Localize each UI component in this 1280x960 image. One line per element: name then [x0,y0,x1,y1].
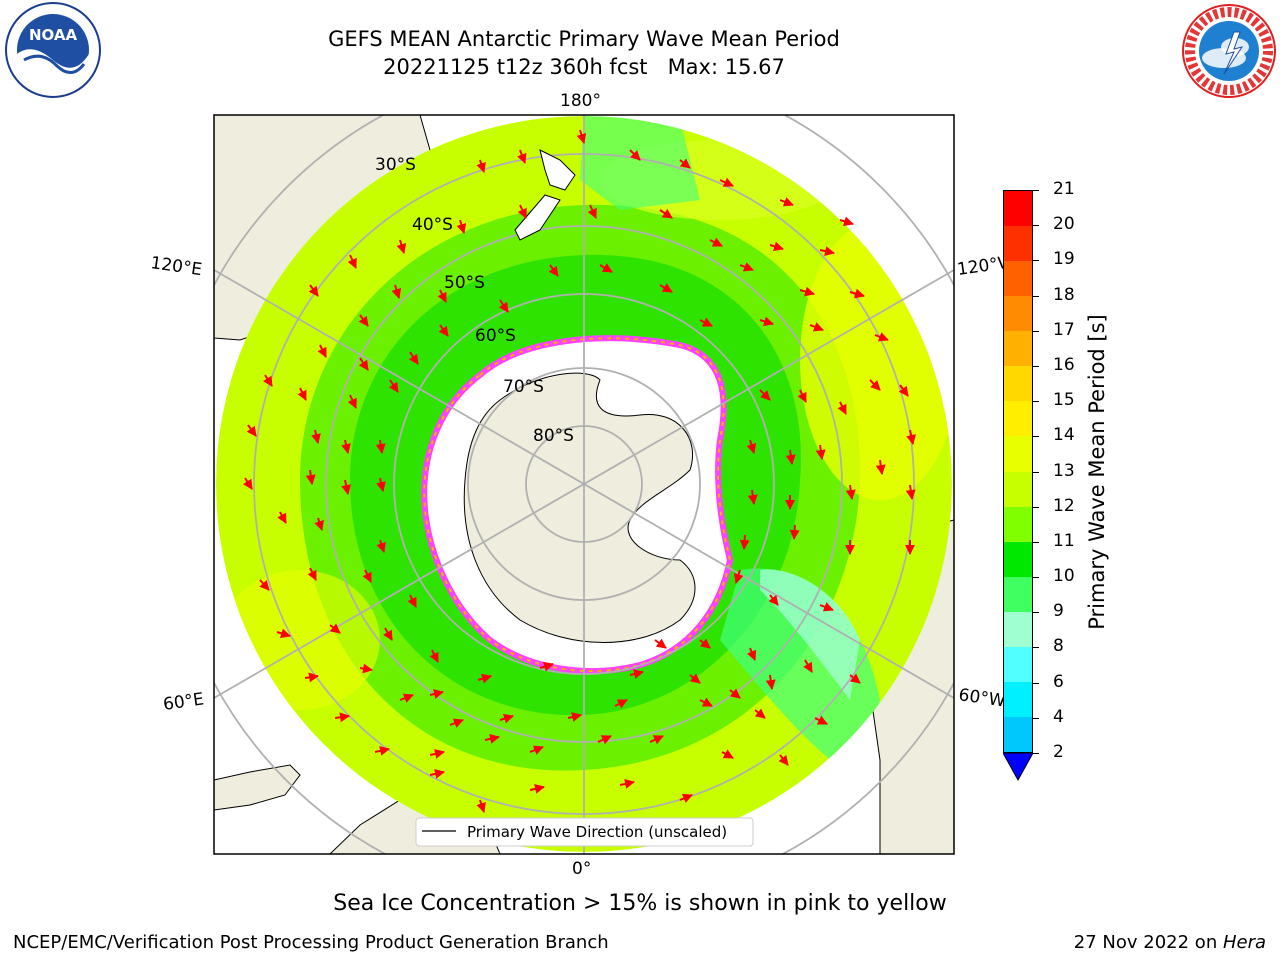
lon-label-60w: 60°W [957,685,1006,711]
colorbar-swatch [1004,296,1032,332]
lat-label-60s: 60°S [475,326,516,346]
colorbar-tick-mark [1033,330,1039,332]
noaa-logo: NOAA [5,2,101,98]
lon-label-0: 0° [572,859,591,879]
footer-left: NCEP/EMC/Verification Post Processing Pr… [13,932,609,953]
colorbar-swatch [1004,716,1032,752]
colorbar-tick-mark [1033,295,1039,297]
colorbar-tick-label: 2 [1053,742,1064,762]
nws-logo [1182,4,1276,98]
lat-label-80s: 80°S [533,426,574,446]
antarctica-land [463,372,696,643]
colorbar-tick-mark [1033,190,1039,191]
colorbar-tick-mark [1033,506,1039,508]
colorbar-tick-label: 20 [1053,214,1075,235]
colorbar-tick-label: 19 [1053,249,1075,270]
map-frame [213,114,955,855]
new-zealand-land [514,149,576,241]
colorbar-swatch [1004,646,1032,682]
colorbar-swatch [1004,436,1032,472]
footer-right: 27 Nov 2022 on Hera [1074,932,1266,953]
map-legend: Primary Wave Direction (unscaled) [415,817,754,847]
colorbar-tick-label: 8 [1053,636,1064,657]
colorbar-tick-label: 10 [1053,566,1075,587]
colorbar-swatch [1004,541,1032,577]
map-title: GEFS MEAN Antarctic Primary Wave Mean Pe… [328,27,840,51]
colorbar-tick-label: 9 [1053,601,1064,622]
colorbar-swatch [1004,401,1032,437]
lon-label-180: 180° [560,91,601,111]
colorbar-tick-mark [1033,471,1039,473]
colorbar-tick-label: 21 [1053,179,1075,199]
colorbar [1003,190,1033,753]
footer-machine: Hera [1222,932,1266,953]
lon-label-60e: 60°E [162,689,205,714]
colorbar-swatch [1004,471,1032,507]
colorbar-tick-mark [1033,365,1039,367]
lon-label-120e: 120°E [149,253,203,280]
colorbar-tick-mark [1033,401,1039,403]
colorbar-tick-label: 13 [1053,460,1075,481]
colorbar-swatch [1004,506,1032,542]
map-subtitle: 20221125 t12z 360h fcst Max: 15.67 [383,55,785,79]
colorbar-ticks: 21 20 19 18 17 16 15 14 13 12 11 10 9 8 6 4 2 [1033,179,1093,762]
colorbar-swatch [1004,226,1032,262]
colorbar-tick-label: 16 [1053,354,1075,375]
colorbar-swatch [1004,611,1032,647]
colorbar-tick-mark [1033,436,1039,438]
lat-label-70s: 70°S [503,377,544,397]
colorbar-tick-mark [1033,682,1039,684]
lat-label-30s: 30°S [375,155,416,175]
sea-ice-caption: Sea Ice Concentration > 15% is shown in … [333,891,947,916]
colorbar-swatch [1004,681,1032,717]
lat-label-50s: 50°S [444,273,485,293]
colorbar-swatch [1004,261,1032,297]
legend-label: Primary Wave Direction (unscaled) [467,823,727,841]
colorbar-tick-label: 18 [1053,284,1075,305]
wave-direction-arrows [242,129,917,813]
colorbar-tick-mark [1033,753,1039,754]
colorbar-tick-label: 11 [1053,530,1075,551]
colorbar-tick-mark [1033,260,1039,262]
colorbar-tick-mark [1033,717,1039,719]
colorbar-tick-label: 17 [1053,319,1075,340]
colorbar-tick-mark [1033,225,1039,227]
noaa-logo-text: NOAA [29,26,78,44]
colorbar-tick-label: 6 [1053,671,1064,692]
colorbar-tick-label: 4 [1053,706,1064,727]
footer-date: 27 Nov 2022 on [1073,932,1223,953]
colorbar-tick-label: 14 [1053,425,1075,446]
colorbar-label: Primary Wave Mean Period [s] [1085,314,1109,630]
lat-label-40s: 40°S [412,215,453,235]
colorbar-tick-label: 12 [1053,495,1075,516]
colorbar-tick-mark [1033,577,1039,579]
latitude-labels: 30°S 40°S 50°S 60°S 70°S 80°S [375,155,574,446]
colorbar-tick-label: 15 [1053,390,1075,411]
madagascar-land [214,764,301,811]
colorbar-tick-mark [1033,612,1039,614]
colorbar-swatch [1004,366,1032,402]
colorbar-extend-triangle [1003,753,1033,781]
colorbar-swatch [1004,191,1032,227]
colorbar-tick-mark [1033,541,1039,543]
colorbar-swatch [1004,576,1032,612]
colorbar-tick-mark [1033,647,1039,649]
colorbar-swatch [1004,331,1032,367]
